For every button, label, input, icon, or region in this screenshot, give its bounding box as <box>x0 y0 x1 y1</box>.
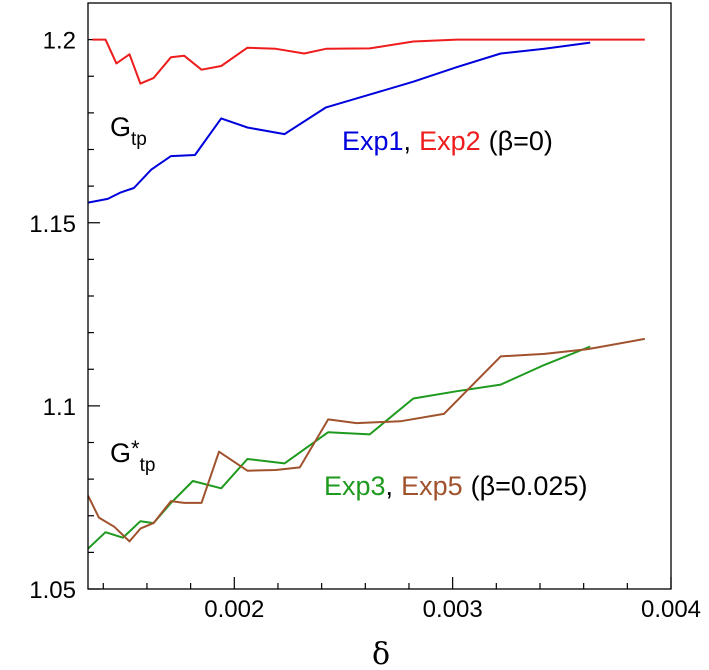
major-ticks-group <box>88 39 672 590</box>
series-line-exp1 <box>87 41 591 204</box>
legend-exp1: Exp1 <box>342 126 404 156</box>
series-group <box>87 38 645 550</box>
legend-exp2: Exp2 <box>419 126 481 156</box>
g-tp-label: Gtp <box>110 112 147 150</box>
y-tick-label: 1.1 <box>43 394 76 421</box>
g-tp-sub: tp <box>131 129 147 150</box>
series-line-exp5 <box>87 337 645 543</box>
series-line-exp3 <box>87 345 591 550</box>
legend-bottom-separator: , <box>386 471 394 501</box>
legend-bottom-beta: (β=0.025) <box>471 471 588 501</box>
legend-bottom-label: Exp3, Exp5 (β=0.025) <box>324 471 587 501</box>
tick-labels-group: 0.002 0.003 0.004 1.05 1.1 1.15 1.2 <box>29 28 701 623</box>
y-tick-label: 1.2 <box>43 28 76 55</box>
legend-exp5: Exp5 <box>401 471 463 501</box>
g-star-sub: tp <box>140 455 156 476</box>
g-star-tp-label: G*tp <box>110 436 155 476</box>
y-tick-label: 1.05 <box>29 577 76 604</box>
x-tick-label: 0.004 <box>641 596 701 623</box>
legend-top-label: Exp1, Exp2 (β=0) <box>342 126 553 156</box>
plot-frame <box>87 2 672 590</box>
g-tp-main: G <box>110 112 131 142</box>
x-tick-label: 0.002 <box>204 596 264 623</box>
minor-ticks-group <box>88 75 628 589</box>
x-axis-label: δ <box>372 637 390 670</box>
x-tick-label: 0.003 <box>423 596 483 623</box>
legend-top-separator: , <box>404 126 412 156</box>
series-line-exp2 <box>92 38 645 85</box>
y-tick-label: 1.15 <box>29 211 76 238</box>
legend-exp3: Exp3 <box>324 471 386 501</box>
g-star-asterisk: * <box>131 436 140 461</box>
g-star-main: G <box>110 438 131 468</box>
legend-top-beta: (β=0) <box>489 126 553 156</box>
